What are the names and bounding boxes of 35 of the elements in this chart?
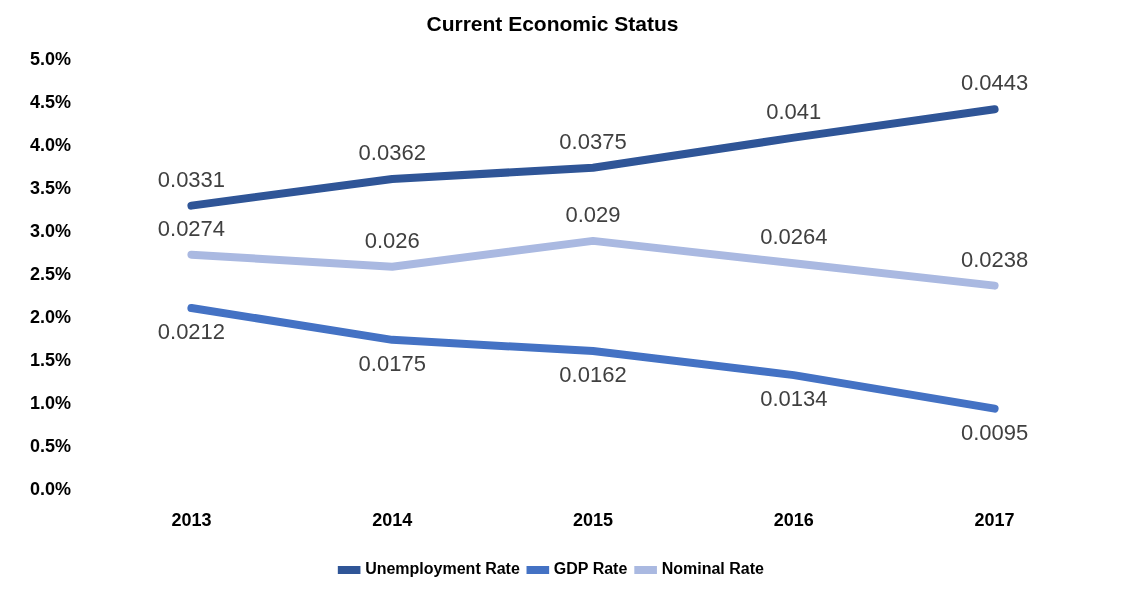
legend-label: Unemployment Rate	[365, 560, 520, 578]
x-tick-label: 2015	[572, 510, 614, 531]
y-tick-label: 2.0%	[30, 307, 72, 328]
x-tick-label: 2014	[372, 510, 413, 531]
x-tick-label: 2017	[974, 510, 1015, 531]
data-label: 0.0134	[760, 386, 828, 412]
y-tick-label: 3.5%	[30, 178, 72, 199]
x-tick-label: 2016	[773, 510, 814, 531]
data-label: 0.026	[364, 227, 420, 253]
y-tick-label: 0.5%	[30, 436, 72, 457]
data-label: 0.0175	[358, 350, 426, 376]
data-label: 0.0264	[760, 224, 828, 250]
chart-title: Current Economic Status	[426, 12, 679, 36]
data-label: 0.029	[565, 201, 621, 227]
y-tick-label: 1.5%	[30, 350, 72, 371]
data-label: 0.0362	[358, 140, 426, 165]
data-label: 0.0331	[157, 166, 226, 192]
data-label: 0.0375	[559, 128, 627, 154]
y-tick-label: 4.0%	[30, 135, 72, 156]
y-tick-label: 4.5%	[30, 92, 72, 113]
data-label: 0.041	[766, 98, 822, 124]
data-label: 0.0274	[157, 215, 226, 241]
legend-label: GDP Rate	[553, 560, 628, 578]
data-label: 0.0238	[960, 246, 1029, 272]
data-label: 0.0095	[960, 419, 1029, 445]
legend-label: Nominal Rate	[661, 560, 764, 578]
y-tick-label: 2.5%	[30, 264, 72, 285]
y-tick-label: 0.0%	[30, 479, 72, 500]
data-label: 0.0443	[960, 70, 1029, 96]
y-tick-label: 1.0%	[30, 393, 72, 414]
y-tick-label: 5.0%	[30, 49, 72, 70]
y-tick-label: 3.0%	[30, 221, 72, 242]
data-label: 0.0162	[559, 362, 627, 388]
x-tick-label: 2013	[171, 510, 212, 531]
data-label: 0.0212	[157, 319, 226, 345]
